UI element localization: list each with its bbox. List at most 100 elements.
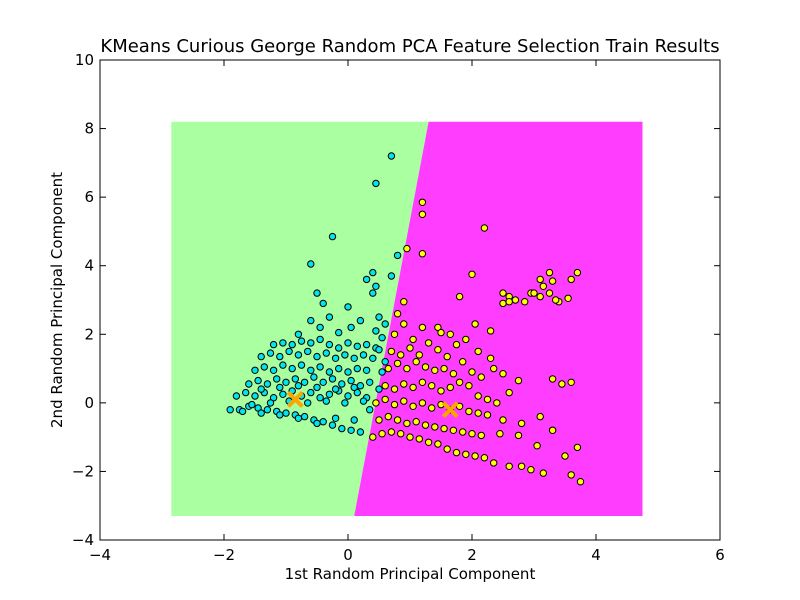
cluster-1-point <box>297 361 306 369</box>
cluster-2-point <box>452 340 461 349</box>
cluster-2-point <box>393 416 402 424</box>
cluster-2-point <box>400 298 408 306</box>
cluster-1-point <box>266 349 275 357</box>
cluster-1-point <box>335 344 343 352</box>
cluster-2-point <box>390 400 399 409</box>
cluster-1-point <box>381 320 389 328</box>
cluster-1-point <box>372 282 380 290</box>
cluster-1-point <box>316 323 324 332</box>
cluster-2-point <box>536 412 544 421</box>
cluster-1-point <box>378 368 386 376</box>
cluster-2-point <box>440 424 448 433</box>
cluster-1-point <box>291 375 299 383</box>
cluster-2-point <box>387 347 396 356</box>
cluster-2-point <box>452 448 461 457</box>
cluster-1-point <box>322 349 330 357</box>
cluster-2-point <box>558 380 566 388</box>
cluster-1-point <box>369 268 377 277</box>
cluster-1-point <box>338 380 346 388</box>
cluster-2-point <box>400 380 408 388</box>
cluster-2-point <box>418 399 427 407</box>
cluster-2-point <box>545 268 554 277</box>
cluster-1-point <box>362 275 371 284</box>
cluster-1-point <box>304 347 312 356</box>
cluster-1-point <box>248 400 256 409</box>
cluster-1-point <box>369 354 377 362</box>
cluster-2-point <box>539 469 547 477</box>
cluster-1-point <box>307 366 315 374</box>
cluster-2-point <box>434 440 442 448</box>
cluster-2-point <box>576 478 585 486</box>
cluster-2-point <box>428 404 436 412</box>
y-axis-ticks: −4 −2 0 2 4 6 8 10 <box>72 51 720 549</box>
cluster-2-point <box>412 358 420 366</box>
cluster-1-point <box>353 364 361 373</box>
cluster-2-point <box>474 392 482 400</box>
cluster-1-point <box>251 392 259 400</box>
cluster-2-point <box>418 198 427 207</box>
cluster-1-point <box>344 392 352 400</box>
cluster-1-point <box>288 340 296 349</box>
cluster-2-point <box>424 438 433 446</box>
cluster-1-point <box>276 411 284 419</box>
cluster-2-point <box>381 395 389 404</box>
cluster-2-point <box>505 298 513 306</box>
centroid-stroke <box>286 391 304 408</box>
cluster-1-point <box>269 366 278 374</box>
cluster-1-point <box>347 376 355 385</box>
cluster-2-point <box>539 282 547 290</box>
cluster-2-point <box>480 224 489 232</box>
cluster-1-point <box>356 428 365 436</box>
cluster-2-point <box>390 330 399 338</box>
cluster-1-point <box>304 399 312 407</box>
cluster-1-point <box>288 364 296 373</box>
cluster-2-point <box>369 433 377 441</box>
cluster-2-point <box>418 250 427 258</box>
cluster-1-point <box>359 397 368 405</box>
cluster-1-point <box>282 378 290 386</box>
cluster-2-point <box>393 310 402 318</box>
cluster-2-point <box>418 210 427 219</box>
cluster-1-point <box>310 373 318 381</box>
cluster-2-point <box>459 358 467 366</box>
cluster-1-point <box>300 378 309 386</box>
cluster-1-point <box>387 152 396 160</box>
cluster-2-point <box>483 395 492 404</box>
cluster-2-point <box>480 454 489 462</box>
cluster-2-point <box>514 376 523 385</box>
cluster-2-point <box>372 399 380 407</box>
cluster-2-point <box>548 426 557 434</box>
cluster-1-point <box>347 323 355 332</box>
cluster-2-point <box>421 421 430 429</box>
cluster-2-point <box>505 462 513 470</box>
cluster-1-point <box>316 394 324 402</box>
decision-region-right <box>354 121 643 516</box>
cluster-1-point <box>285 347 293 356</box>
cluster-1-point <box>307 388 315 397</box>
cluster-2-point <box>474 347 482 356</box>
cluster-1-point <box>362 366 371 374</box>
cluster-1-point <box>350 354 358 362</box>
cluster-1-point <box>279 361 287 369</box>
cluster-1-point <box>378 334 386 342</box>
cluster-2-point <box>403 419 411 428</box>
cluster-1-point <box>279 390 287 398</box>
cluster-1-point <box>325 340 334 349</box>
cluster-2-point <box>493 399 501 407</box>
cluster-1-point <box>393 251 402 260</box>
plot-area <box>171 121 643 516</box>
cluster-1-point <box>294 330 303 338</box>
cluster-1-point <box>242 388 250 397</box>
cluster-2-point <box>573 443 582 452</box>
cluster-1-point <box>257 409 265 417</box>
cluster-2-point <box>527 466 535 474</box>
cluster-1-point <box>294 351 303 359</box>
cluster-2-point <box>443 352 451 361</box>
cluster-2-point <box>397 430 405 438</box>
cluster-1-point <box>276 352 284 361</box>
centroid-markers <box>286 391 459 419</box>
cluster-1-point <box>366 406 374 414</box>
cluster-2-point <box>471 320 479 328</box>
cluster-1-point <box>356 316 365 325</box>
chart-title: KMeans Curious George Random PCA Feature… <box>100 36 719 57</box>
